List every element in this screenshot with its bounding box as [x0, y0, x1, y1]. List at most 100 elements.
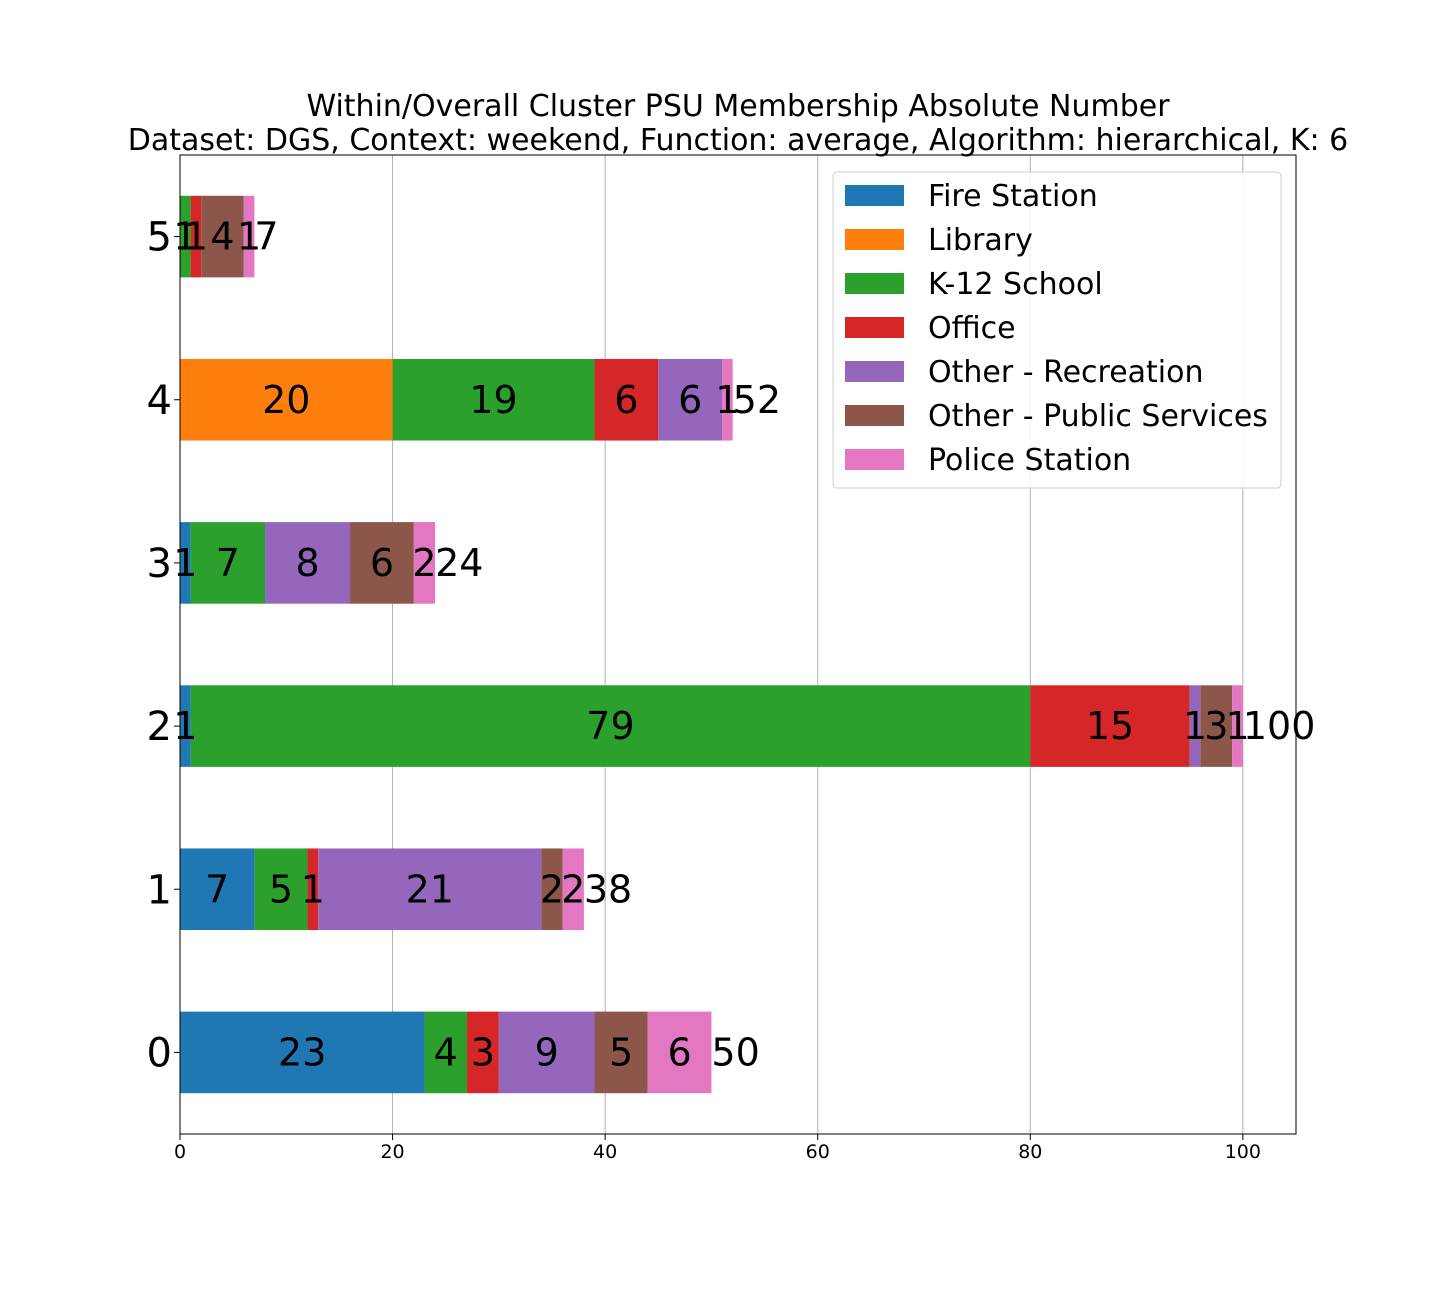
- bar-value-label-4-other-recreation: 6: [678, 378, 702, 422]
- legend-label-k-12-school: K-12 School: [928, 267, 1103, 302]
- bar-value-label-0-office: 3: [471, 1030, 495, 1074]
- y-tick-label-3: 3: [147, 541, 172, 587]
- bar-2-police-station: [1232, 685, 1243, 767]
- bar-3-other-public-services: [350, 522, 414, 604]
- bar-2-other-recreation: [1189, 685, 1201, 767]
- bar-value-label-4-office: 6: [614, 378, 638, 422]
- bar-4-other-recreation: [658, 358, 723, 441]
- bar-1-police-station: [562, 848, 584, 931]
- bar-1-other-recreation: [318, 848, 542, 931]
- bar-value-label-2-other-recreation: 1: [1183, 704, 1207, 748]
- bar-value-label-2-police-station: 1: [1225, 704, 1249, 748]
- bar-2-office: [1030, 685, 1190, 767]
- bar-2-other-public-services: [1200, 685, 1233, 767]
- y-tick-label-0: 0: [147, 1030, 172, 1076]
- x-tick-label-100: 100: [1225, 1141, 1261, 1163]
- bar-0-other-public-services: [594, 1011, 648, 1094]
- bar-3-police-station: [413, 522, 436, 604]
- bar-value-label-1-k-12-school: 5: [269, 867, 293, 911]
- bar-2-k-12-school: [190, 685, 1031, 767]
- bar-0-police-station: [647, 1011, 712, 1094]
- bar-total-label-0: 50: [711, 1030, 759, 1074]
- bar-value-label-1-fire-station: 7: [205, 867, 229, 911]
- bar-total-label-4: 52: [733, 378, 781, 422]
- x-tick-label-0: 0: [174, 1141, 186, 1163]
- bar-value-label-2-other-public-services: 3: [1204, 704, 1228, 748]
- bar-0-office: [466, 1011, 499, 1094]
- legend-swatch-other-public-services: [845, 405, 904, 426]
- legend-label-police-station: Police Station: [928, 443, 1131, 478]
- legend-swatch-other-recreation: [845, 361, 904, 382]
- bar-1-office: [307, 848, 319, 931]
- legend-swatch-library: [845, 229, 904, 250]
- bar-3-k-12-school: [190, 522, 266, 604]
- bar-value-label-0-other-recreation: 9: [535, 1030, 559, 1074]
- x-tick-label-60: 60: [806, 1141, 830, 1163]
- y-tick-label-4: 4: [147, 378, 172, 424]
- bar-value-label-2-office: 15: [1086, 704, 1134, 748]
- bar-value-label-5-police-station: 1: [237, 215, 261, 259]
- bar-3-other-recreation: [265, 522, 351, 604]
- bar-value-label-1-other-recreation: 21: [406, 867, 454, 911]
- bar-value-label-5-office: 1: [184, 215, 208, 259]
- bar-3-fire-station: [180, 522, 191, 604]
- plot-frame: [179, 154, 1297, 1135]
- bar-5-other-public-services: [201, 195, 244, 278]
- x-tick-label-20: 20: [380, 1141, 404, 1163]
- legend-swatch-k-12-school: [845, 273, 904, 294]
- bar-5-k-12-school: [180, 195, 191, 278]
- bar-1-other-public-services: [541, 848, 563, 931]
- bar-value-label-3-other-public-services: 6: [370, 541, 394, 585]
- bar-total-label-3: 24: [435, 541, 483, 585]
- bar-total-label-1: 38: [584, 867, 632, 911]
- legend-swatch-fire-station: [845, 185, 904, 206]
- legend-label-other-recreation: Other - Recreation: [928, 355, 1204, 390]
- legend-label-other-public-services: Other - Public Services: [928, 399, 1268, 434]
- bar-value-label-2-k-12-school: 79: [586, 704, 634, 748]
- y-tick-label-1: 1: [147, 867, 172, 913]
- chart-title-line-2: Dataset: DGS, Context: weekend, Function…: [128, 123, 1349, 158]
- bar-value-label-3-police-station: 2: [412, 541, 436, 585]
- bar-value-label-5-other-public-services: 4: [210, 215, 234, 259]
- bar-1-fire-station: [180, 848, 255, 931]
- x-tick-label-40: 40: [593, 1141, 617, 1163]
- bar-0-k-12-school: [424, 1011, 467, 1094]
- chart-title-line-1: Within/Overall Cluster PSU Membership Ab…: [306, 89, 1170, 124]
- bar-4-library: [180, 358, 393, 441]
- bar-4-police-station: [722, 358, 733, 441]
- legend-label-office: Office: [928, 311, 1016, 346]
- legend-label-library: Library: [928, 223, 1033, 258]
- bar-value-label-1-office: 1: [301, 867, 325, 911]
- legend-label-fire-station: Fire Station: [928, 179, 1098, 214]
- bar-value-label-4-library: 20: [262, 378, 310, 422]
- legend-swatch-police-station: [845, 449, 904, 470]
- bar-total-label-2: 100: [1243, 704, 1316, 748]
- bar-value-label-0-fire-station: 23: [278, 1030, 326, 1074]
- legend: Fire Station Library K-12 School Office Othe…: [832, 171, 1282, 489]
- bar-value-label-1-other-public-services: 2: [540, 867, 564, 911]
- y-tick-label-2: 2: [147, 704, 172, 750]
- legend-swatch-office: [845, 317, 904, 338]
- bar-2-fire-station: [180, 685, 191, 767]
- bar-0-fire-station: [180, 1011, 425, 1094]
- x-tick-label-80: 80: [1018, 1141, 1042, 1163]
- bar-4-k-12-school: [392, 358, 595, 441]
- bar-5-police-station: [243, 195, 255, 278]
- legend-box: [832, 171, 1282, 489]
- bar-4-office: [594, 358, 659, 441]
- bar-value-label-0-other-public-services: 5: [609, 1030, 633, 1074]
- bar-5-office: [190, 195, 202, 278]
- bar-value-label-3-k-12-school: 7: [216, 541, 240, 585]
- bar-value-label-4-police-station: 1: [715, 378, 739, 422]
- bar-1-k-12-school: [254, 848, 308, 931]
- bar-value-label-1-police-station: 2: [561, 867, 585, 911]
- bar-value-label-4-k-12-school: 19: [469, 378, 517, 422]
- bar-value-label-0-police-station: 6: [667, 1030, 691, 1074]
- bar-value-label-3-other-recreation: 8: [295, 541, 319, 585]
- bar-value-label-0-k-12-school: 4: [434, 1030, 458, 1074]
- bars: [180, 195, 1243, 1094]
- y-tick-label-5: 5: [147, 215, 172, 261]
